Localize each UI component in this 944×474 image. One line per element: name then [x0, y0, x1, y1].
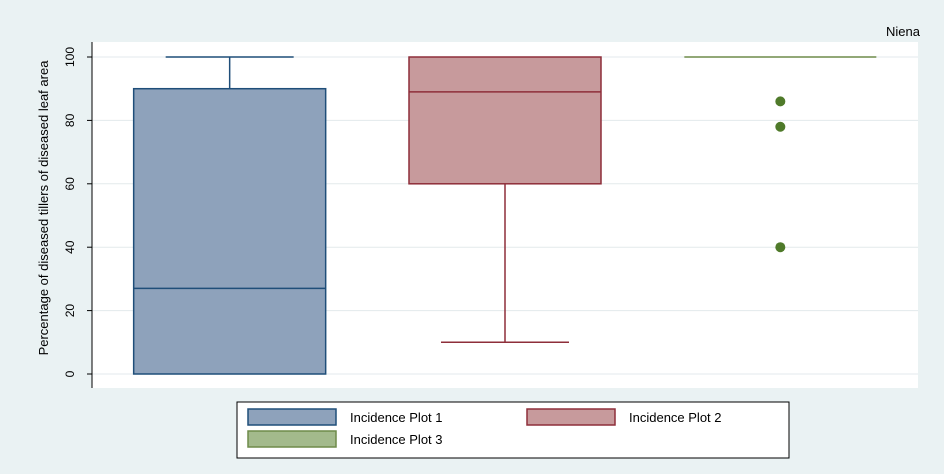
panel-title: Niena [886, 24, 921, 39]
y-axis-title: Percentage of diseased tillers of diseas… [36, 60, 51, 356]
legend: Incidence Plot 1 Incidence Plot 2 Incidenc… [236, 401, 790, 459]
y-tick-label: 80 [63, 113, 77, 127]
y-axis-ticks: 0 20 40 60 80 100 [63, 47, 92, 377]
outlier-point [775, 242, 786, 253]
legend-item-1: Incidence Plot 1 [247, 408, 443, 426]
box-1 [132, 56, 327, 375]
outlier-point [775, 96, 786, 107]
legend-swatch [247, 430, 337, 448]
y-tick-label: 40 [63, 240, 77, 254]
legend-swatch [526, 408, 616, 426]
iqr-box [132, 87, 327, 375]
boxes [132, 56, 877, 375]
legend-item-2: Incidence Plot 2 [526, 408, 722, 426]
legend-swatch [247, 408, 337, 426]
box-2 [408, 56, 602, 344]
legend-label: Incidence Plot 2 [629, 410, 722, 425]
box-3 [684, 56, 877, 253]
outlier-point [775, 121, 786, 132]
y-tick-label: 0 [63, 370, 77, 377]
legend-label: Incidence Plot 3 [350, 432, 443, 447]
y-tick-label: 100 [63, 47, 77, 67]
legend-item-3: Incidence Plot 3 [247, 430, 443, 448]
legend-label: Incidence Plot 1 [350, 410, 443, 425]
iqr-box [408, 56, 602, 185]
y-tick-label: 20 [63, 304, 77, 318]
y-tick-label: 60 [63, 177, 77, 191]
